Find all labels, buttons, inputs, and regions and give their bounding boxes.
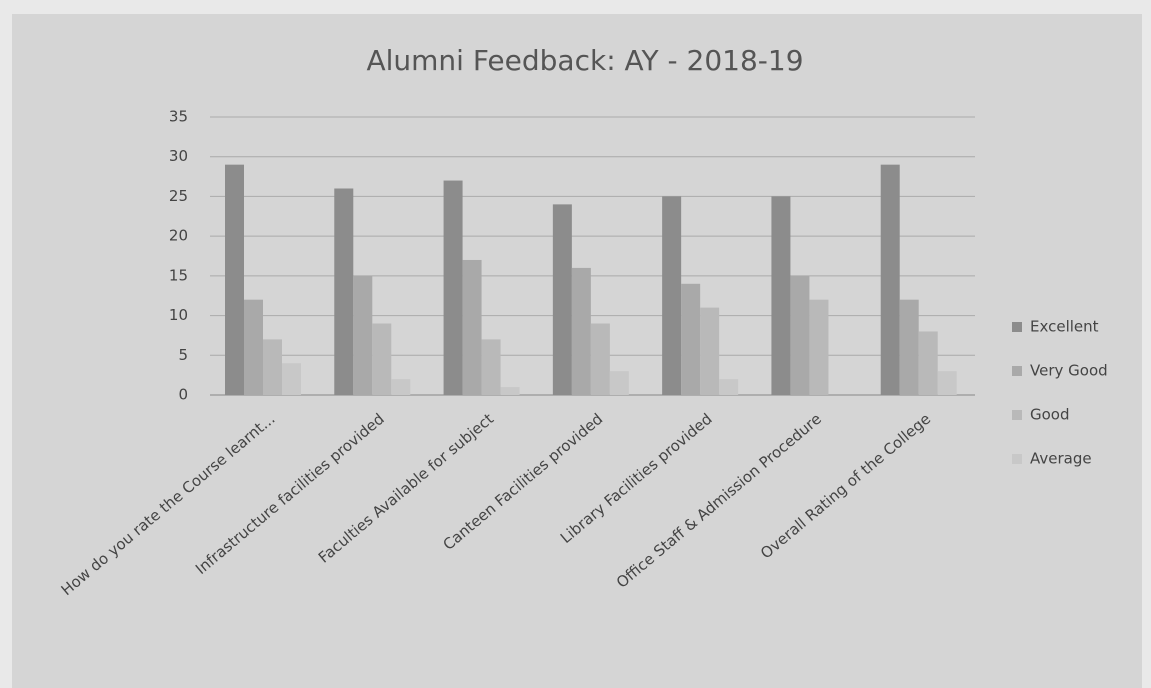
y-tick-label: 20 bbox=[169, 227, 188, 245]
bar bbox=[880, 164, 900, 395]
bar bbox=[918, 331, 938, 395]
bar bbox=[719, 379, 739, 395]
y-tick-label: 30 bbox=[169, 147, 188, 165]
bar bbox=[391, 379, 411, 395]
legend-label: Very Good bbox=[1030, 362, 1108, 380]
bar bbox=[225, 164, 244, 395]
bar bbox=[571, 267, 591, 395]
bar bbox=[662, 196, 682, 395]
bar bbox=[443, 180, 463, 395]
bar bbox=[481, 339, 501, 395]
bar bbox=[809, 299, 829, 395]
y-tick-label: 5 bbox=[178, 346, 188, 364]
legend-label: Average bbox=[1030, 450, 1092, 468]
y-tick-label: 0 bbox=[178, 386, 188, 404]
bar bbox=[334, 188, 354, 395]
legend-swatch bbox=[1012, 454, 1022, 464]
bar bbox=[282, 363, 301, 395]
legend-swatch bbox=[1012, 410, 1022, 420]
y-tick-label: 25 bbox=[169, 187, 188, 205]
y-tick-label: 10 bbox=[169, 306, 188, 324]
bar bbox=[353, 275, 373, 395]
y-tick-label: 15 bbox=[169, 266, 188, 284]
legend-swatch bbox=[1012, 322, 1022, 332]
bar bbox=[771, 196, 791, 395]
bar bbox=[790, 275, 810, 395]
legend-label: Good bbox=[1030, 406, 1070, 424]
bar bbox=[462, 259, 482, 395]
chart-title: Alumni Feedback: AY - 2018-19 bbox=[366, 44, 803, 77]
bar bbox=[372, 323, 392, 395]
y-tick-label: 35 bbox=[169, 108, 188, 126]
bar bbox=[937, 371, 957, 395]
bar bbox=[500, 387, 520, 395]
bar bbox=[590, 323, 610, 395]
bar bbox=[609, 371, 629, 395]
legend-label: Excellent bbox=[1030, 318, 1099, 336]
bar bbox=[899, 299, 919, 395]
bar bbox=[681, 283, 701, 395]
bar bbox=[552, 204, 572, 395]
bar bbox=[700, 307, 720, 395]
bar bbox=[263, 339, 282, 395]
legend-swatch bbox=[1012, 366, 1022, 376]
bar bbox=[244, 299, 263, 395]
